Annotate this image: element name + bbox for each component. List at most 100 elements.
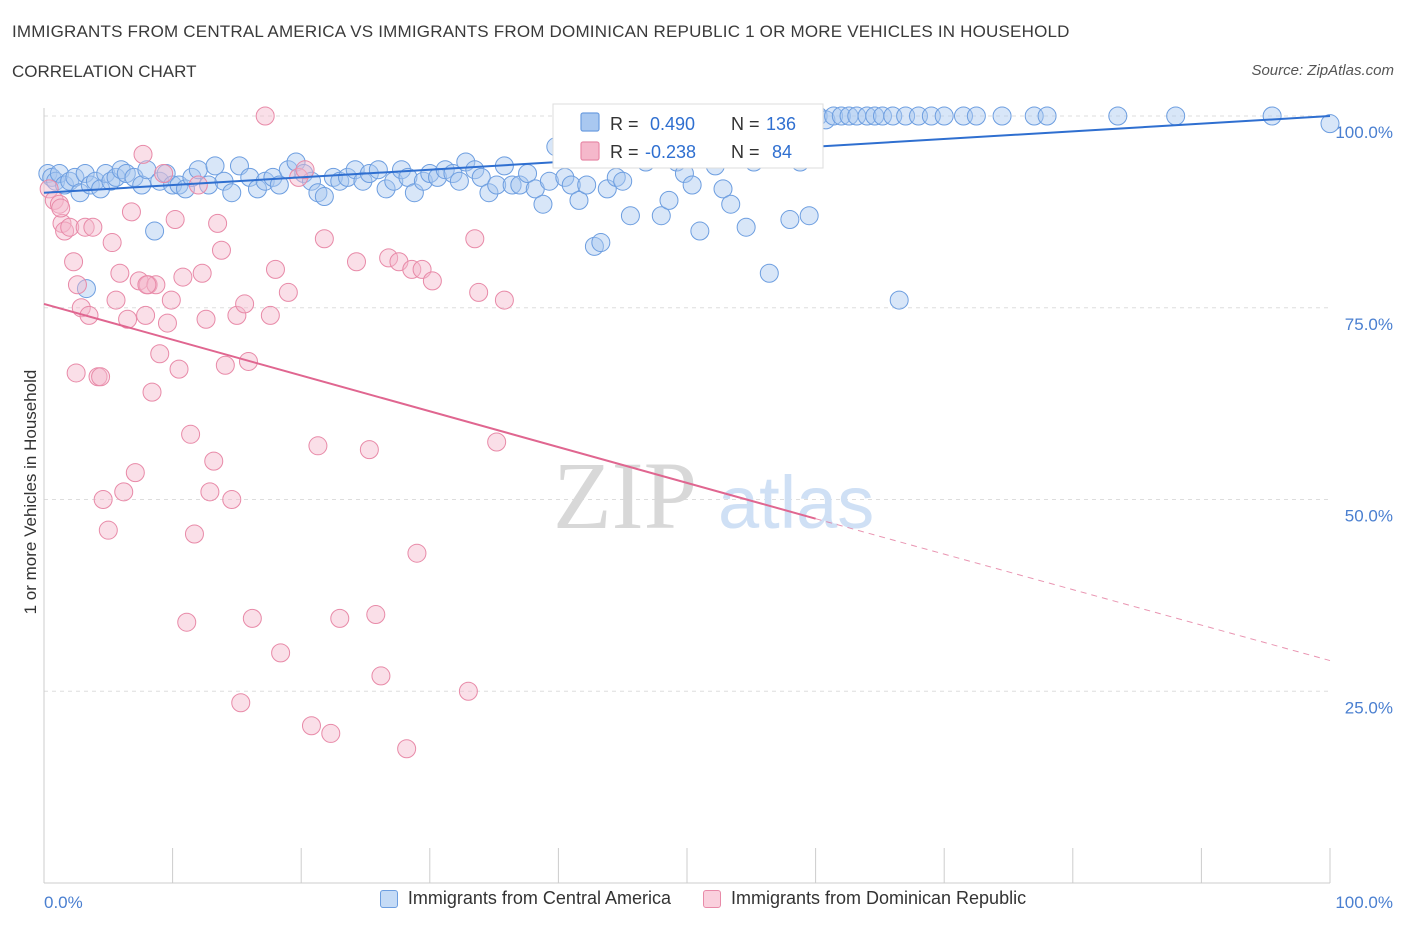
data-point [539, 171, 559, 191]
legend-item-dominican-republic: Immigrants from Dominican Republic [702, 888, 1027, 909]
data-point [533, 194, 553, 214]
data-point [235, 294, 255, 314]
legend-swatch-pink [702, 889, 721, 908]
data-point [510, 175, 530, 195]
data-point [799, 206, 819, 226]
data-point [413, 171, 433, 191]
trend-line-dominican-republic-extension [815, 518, 1331, 662]
data-point [1037, 106, 1057, 126]
data-point [182, 167, 202, 187]
data-point [1108, 106, 1128, 126]
data-point [831, 106, 851, 126]
legend-label-central-america: Immigrants from Central America [407, 888, 671, 908]
data-point [314, 187, 334, 207]
data-point [359, 440, 379, 460]
data-point [577, 175, 597, 195]
source-credit: Source: ZipAtlas.com [1251, 62, 1394, 79]
data-point [49, 164, 69, 184]
data-point [133, 144, 153, 164]
data-point [51, 198, 71, 218]
data-point [181, 424, 201, 444]
x-tick-label-min: 0.0% [44, 893, 83, 912]
trend-line-dominican-republic [43, 302, 816, 520]
y-tick-label: 50.0% [1345, 507, 1393, 526]
data-point [1320, 114, 1340, 134]
legend-swatch-blue [379, 889, 398, 908]
stats-legend-blue-n-label: N = [731, 114, 760, 134]
data-point [824, 106, 844, 126]
data-point [157, 313, 177, 333]
data-point [368, 160, 388, 180]
data-point [227, 305, 247, 325]
grid-lines [44, 115, 1330, 692]
data-point [60, 217, 80, 237]
stats-legend-pink-n-label: N = [731, 142, 760, 162]
stats-legend-blue-r-label: R = [610, 114, 639, 134]
data-point [934, 106, 954, 126]
x-tick-label-max: 100.0% [1335, 893, 1393, 912]
data-point [465, 229, 485, 249]
chart-subtitle: CORRELATION CHART [12, 62, 197, 81]
data-point [93, 490, 113, 509]
data-point [278, 282, 298, 302]
data-point [591, 233, 611, 253]
data-point [70, 183, 90, 203]
stats-legend-blue-swatch [580, 112, 600, 132]
data-point [561, 175, 581, 195]
data-point [222, 490, 242, 509]
data-point [449, 171, 469, 191]
data-point [55, 175, 75, 195]
data-point [83, 217, 103, 237]
data-point [38, 164, 58, 184]
data-point [75, 164, 95, 184]
legend-item-central-america: Immigrants from Central America [379, 888, 671, 909]
data-point [142, 382, 162, 402]
data-point [966, 106, 986, 126]
data-point [269, 175, 289, 195]
data-point [402, 259, 422, 279]
data-point [211, 240, 231, 260]
data-point [379, 248, 399, 268]
data-point [857, 106, 877, 126]
data-point [204, 451, 224, 471]
stats-legend-pink-r-label: R = [610, 142, 639, 162]
data-point [308, 436, 328, 456]
data-point [125, 463, 145, 483]
data-point [137, 275, 157, 295]
data-point [487, 175, 507, 195]
data-point [992, 106, 1012, 126]
data-point [200, 482, 220, 502]
data-point [208, 213, 228, 233]
data-point [620, 206, 640, 226]
stats-legend-blue-r-value: 0.490 [650, 114, 695, 134]
data-point [242, 608, 262, 628]
watermark-zip: ZIP [553, 442, 697, 549]
data-point [55, 221, 75, 241]
data-point [376, 179, 396, 199]
data-point [188, 175, 208, 195]
data-point [479, 183, 499, 203]
data-point [118, 309, 138, 329]
stats-legend-box: R = 0.490 N = 136 R = -0.238 N = 84 [552, 103, 824, 169]
data-point [121, 202, 141, 222]
data-point [169, 359, 189, 379]
data-point [469, 282, 489, 302]
data-point [713, 179, 733, 199]
data-point [366, 605, 386, 625]
data-point [465, 160, 485, 180]
watermark-atlas: atlas [718, 461, 874, 544]
data-point [106, 290, 126, 310]
data-point [67, 275, 87, 295]
series-central-america-points [38, 106, 1340, 310]
data-point [154, 164, 174, 184]
data-point [1166, 106, 1186, 126]
legend-label-dominican-republic: Immigrants from Dominican Republic [730, 888, 1027, 908]
data-point [872, 106, 892, 126]
data-point [66, 363, 86, 383]
data-point [222, 183, 242, 203]
data-point [64, 252, 84, 272]
axes: 100.0% 75.0% 50.0% 25.0% [43, 108, 1393, 884]
data-point [177, 612, 197, 632]
data-point [407, 543, 427, 563]
